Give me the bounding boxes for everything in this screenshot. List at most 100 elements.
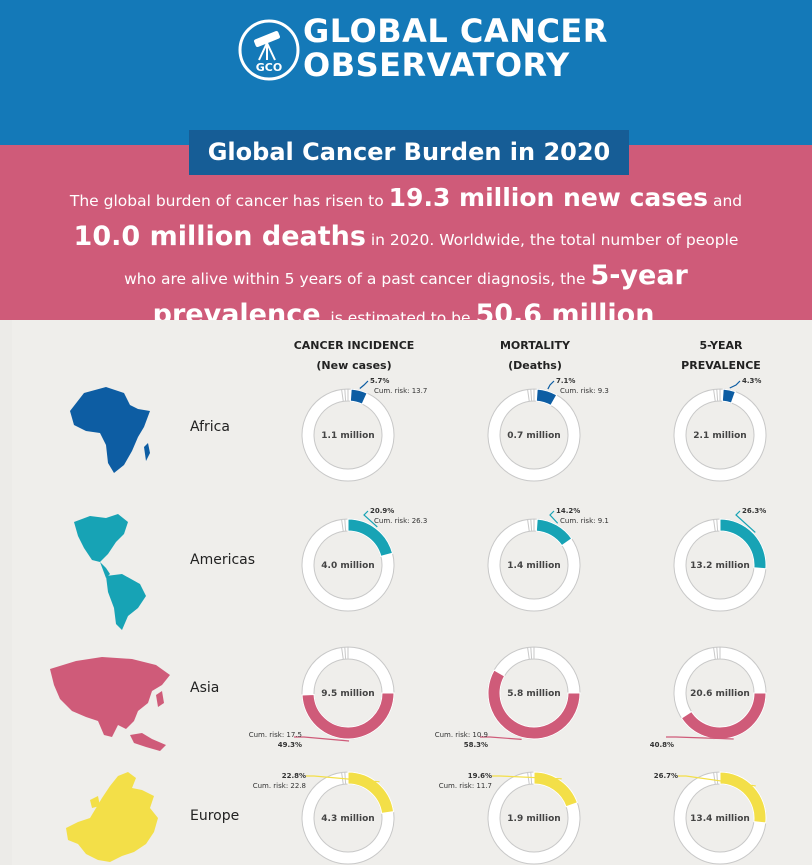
label-pct-asia-mortality: 58.3% [464,741,488,749]
label-risk-asia-incidence: Cum. risk: 17.5 [249,731,302,739]
donut-ring-americas-incidence [301,518,395,612]
label-pct-europe-mortality: 19.6% [468,772,492,780]
ring-tick-americas-mortality-0 [527,519,530,532]
leader-asia-mortality [480,736,522,740]
donut-slice-europe-prevalence [719,771,767,824]
label-risk-europe-mortality: Cum. risk: 11.7 [439,782,492,790]
label-pct-americas-mortality: 14.2% [556,507,580,515]
label-pct-asia-incidence: 49.3% [278,741,302,749]
leader-europe-incidence [306,775,380,783]
title-line1: GLOBAL CANCER [303,12,608,50]
label-risk-asia-mortality: Cum. risk: 10.9 [435,731,488,739]
donut-total-asia-mortality: 5.8 million [507,689,560,699]
donut-ring-europe-mortality [487,771,581,865]
region-label-europe: Europe [190,808,240,824]
ring-tick-asia-mortality-1 [530,647,533,660]
ring-tick-africa-prevalence-1 [716,389,719,402]
donut-total-americas-prevalence: 13.2 million [690,561,750,571]
americas-map [74,514,146,630]
leader-africa-prevalence [729,380,741,389]
europe-map [66,772,158,862]
leader-asia-prevalence [666,736,734,740]
asia-map [50,657,170,751]
donut-ring-africa-mortality [487,388,581,482]
intro-5year: 5-year [590,260,688,291]
col-incidence-l1: CANCER INCIDENCE [293,339,415,352]
donut-slice-africa-mortality [535,388,558,407]
label-pct-americas-incidence: 20.9% [370,507,394,515]
leader-americas-mortality [549,510,559,524]
burden-title: Global Cancer Burden in 2020 [189,130,629,175]
label-risk-europe-incidence: Cum. risk: 22.8 [253,782,306,790]
donut-total-africa-incidence: 1.1 million [321,431,374,441]
leader-americas-incidence [363,510,378,528]
donut-slice-americas-prevalence [719,518,767,570]
ring-tick-asia-incidence-0 [341,647,344,660]
donut-ring-americas-prevalence [673,518,767,612]
ring-tick-americas-incidence-0 [341,519,344,532]
leader-africa-mortality [547,380,555,390]
ring-tick-asia-mortality-0 [527,647,530,660]
leader-europe-prevalence [678,775,756,787]
intro-t3: in 2020. Worldwide, the total number of … [365,231,739,249]
donut-slice-europe-mortality [533,771,579,808]
leader-africa-incidence [359,380,369,389]
label-pct-europe-incidence: 22.8% [282,772,306,780]
intro-t4: who are alive within 5 years of a past c… [124,270,591,288]
col-mortality-header: MORTALITY (Deaths) [455,336,615,376]
ring-tick-africa-mortality-0 [527,389,530,402]
intro-t6: . [654,309,660,327]
donut-ring-africa-prevalence [673,388,767,482]
label-pct-europe-prevalence: 26.7% [654,772,678,780]
label-pct-asia-prevalence: 40.8% [650,741,674,749]
ring-tick-asia-prevalence-0 [713,647,716,660]
label-pct-africa-incidence: 5.7% [370,377,389,385]
ring-tick-americas-prevalence-1 [716,519,719,532]
donut-total-africa-mortality: 0.7 million [507,431,560,441]
donut-total-europe-prevalence: 13.4 million [690,814,750,824]
leader-europe-mortality [492,775,562,780]
label-risk-americas-mortality: Cum. risk: 9.1 [560,517,609,525]
label-pct-africa-prevalence: 4.3% [742,377,761,385]
gco-logo: GCO [238,19,300,81]
donut-total-asia-prevalence: 20.6 million [690,689,750,699]
label-risk-africa-mortality: Cum. risk: 9.3 [560,387,609,395]
telescope-icon [254,31,280,61]
donut-ring-africa-incidence [301,388,395,482]
app-title: GLOBAL CANCER OBSERVATORY [303,14,608,82]
donut-slice-americas-mortality [535,518,573,547]
ring-tick-europe-prevalence-0 [713,772,716,785]
col-prevalence-l1: 5-YEAR [699,339,743,352]
africa-map [70,387,150,473]
donut-ring-europe-incidence [301,771,395,865]
ring-tick-americas-incidence-1 [344,519,347,532]
ring-tick-africa-mortality-1 [530,389,533,402]
donut-slice-asia-prevalence [680,692,767,740]
donut-total-americas-mortality: 1.4 million [507,561,560,571]
donut-total-americas-incidence: 4.0 million [321,561,374,571]
donut-slice-americas-incidence [347,518,394,557]
ring-tick-europe-prevalence-1 [716,772,719,785]
donut-total-europe-mortality: 1.9 million [507,814,560,824]
col-prevalence-header: 5-YEAR PREVALENCE [641,336,801,376]
donut-total-europe-incidence: 4.3 million [321,814,374,824]
ring-tick-asia-incidence-1 [344,647,347,660]
ring-tick-asia-prevalence-1 [716,647,719,660]
donut-slice-africa-incidence [349,388,368,405]
col-prevalence-l2: PREVALENCE [681,359,761,372]
ring-tick-africa-incidence-1 [344,389,347,402]
ring-tick-europe-incidence-1 [344,772,347,785]
leader-americas-prevalence [735,510,756,533]
col-incidence-header: CANCER INCIDENCE (New cases) [274,336,434,376]
intro-deaths: 10.0 million deaths [73,221,366,252]
title-line2: OBSERVATORY [303,46,570,84]
donut-ring-americas-mortality [487,518,581,612]
ring-tick-europe-mortality-1 [530,772,533,785]
ring-tick-africa-incidence-0 [341,389,344,402]
ring-tick-americas-prevalence-0 [713,519,716,532]
logo-text: GCO [256,61,282,74]
donut-total-africa-prevalence: 2.1 million [693,431,746,441]
region-label-asia: Asia [190,680,220,696]
leader-asia-incidence [294,736,350,742]
